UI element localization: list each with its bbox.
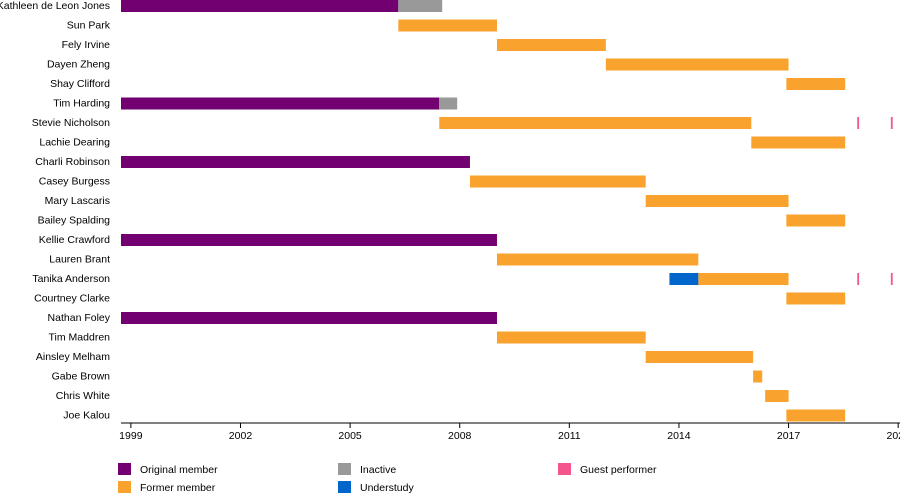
member-label: Stevie Nicholson <box>32 117 110 129</box>
period-bar <box>698 273 789 285</box>
period-bar <box>439 117 752 129</box>
x-tick-label: 2020 <box>886 430 900 442</box>
member-label: Lauren Brant <box>49 253 110 265</box>
period-bar <box>645 195 789 207</box>
period-bar <box>857 273 860 285</box>
period-bar <box>786 214 846 227</box>
member-label: Charli Robinson <box>35 156 110 168</box>
member-label: Lachie Dearing <box>39 136 110 148</box>
member-label: Tim Harding <box>53 97 110 109</box>
member-label: Sun Park <box>67 19 111 31</box>
period-bar <box>669 273 699 285</box>
period-bar <box>121 97 440 110</box>
member-label: Bailey Spalding <box>38 214 111 226</box>
member-label: Kellie Crawford <box>39 234 110 246</box>
legend-label: Former member <box>140 482 216 494</box>
period-bar <box>786 78 846 90</box>
period-bar <box>890 273 893 285</box>
period-bar <box>496 253 699 266</box>
x-tick-label: 2005 <box>338 430 362 442</box>
member-label: Ainsley Melham <box>36 351 110 363</box>
legend-label: Understudy <box>360 482 414 494</box>
period-bar <box>121 312 497 324</box>
period-bar <box>439 97 458 110</box>
period-bar <box>786 409 846 422</box>
period-bar <box>753 370 763 383</box>
x-tick-label: 2011 <box>558 430 581 442</box>
period-bar <box>890 117 893 129</box>
period-bar <box>469 175 646 188</box>
legend-swatch <box>338 463 351 475</box>
legend-label: Inactive <box>360 464 396 476</box>
period-bar <box>496 331 646 344</box>
legend-swatch <box>118 481 131 493</box>
x-tick-label: 2017 <box>777 430 801 442</box>
period-bar <box>398 0 443 12</box>
period-bar <box>496 39 606 51</box>
period-bar <box>857 117 860 129</box>
period-bar <box>398 19 497 32</box>
member-label: Tim Maddren <box>49 331 111 343</box>
member-label: Casey Burgess <box>39 175 110 187</box>
legend-swatch <box>558 463 571 475</box>
member-label: Fely Irvine <box>62 39 111 51</box>
member-label: Tanika Anderson <box>32 273 110 285</box>
member-label: Nathan Foley <box>48 312 111 324</box>
x-tick-label: 2002 <box>229 430 253 442</box>
period-bar <box>121 0 399 12</box>
period-bar <box>786 292 846 305</box>
member-label: Mary Lascaris <box>45 195 110 207</box>
member-label: Courtney Clarke <box>34 292 110 304</box>
legend-swatch <box>118 463 131 475</box>
period-bar <box>121 156 470 168</box>
member-label: Kathleen de Leon Jones <box>0 0 110 12</box>
period-bar <box>751 136 846 149</box>
period-bar <box>765 390 789 402</box>
period-bar <box>605 58 789 71</box>
x-tick-label: 2008 <box>448 430 472 442</box>
legend-swatch <box>338 481 351 493</box>
member-label: Shay Clifford <box>50 78 110 90</box>
member-label: Gabe Brown <box>52 370 111 382</box>
legend-label: Original member <box>140 464 218 476</box>
legend-label: Guest performer <box>580 464 657 476</box>
member-label: Dayen Zheng <box>47 58 110 70</box>
member-label: Joe Kalou <box>63 409 110 421</box>
period-bar <box>645 351 754 363</box>
x-tick-label: 2014 <box>667 430 691 442</box>
x-tick-label: 1999 <box>119 430 143 442</box>
period-bar <box>121 234 497 246</box>
member-label: Chris White <box>56 390 110 402</box>
